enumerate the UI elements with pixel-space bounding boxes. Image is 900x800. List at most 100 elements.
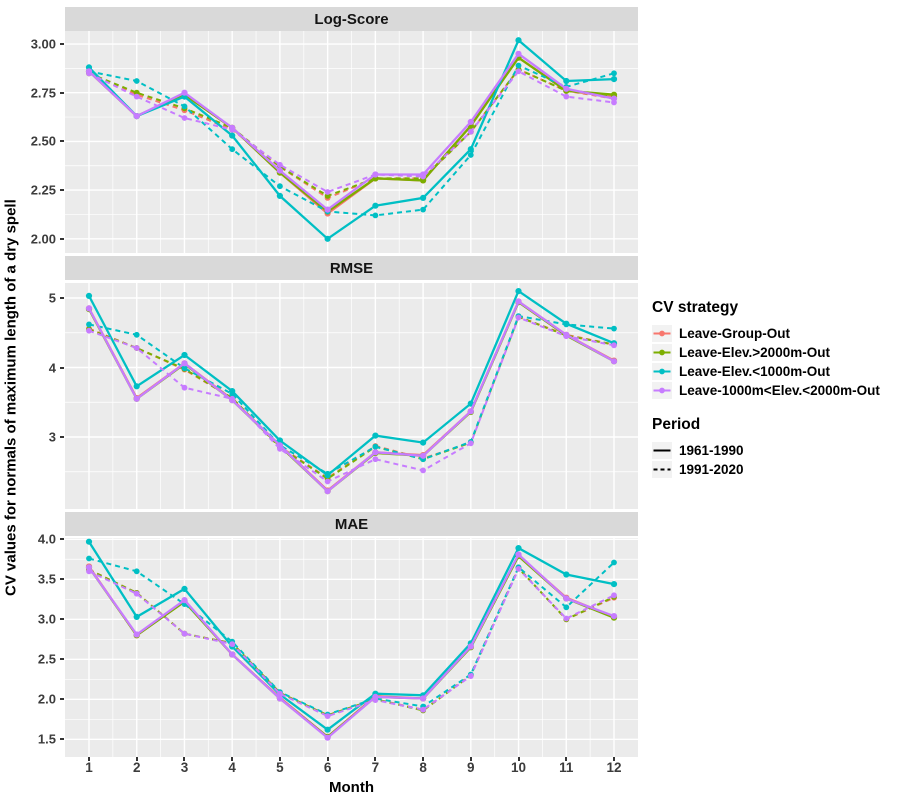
x-tick-mark bbox=[88, 757, 90, 761]
facet-strip-rmse: RMSE bbox=[65, 256, 638, 280]
data-point bbox=[276, 167, 283, 174]
data-point bbox=[515, 545, 522, 552]
x-tick-mark bbox=[326, 757, 329, 761]
data-point bbox=[515, 62, 522, 69]
data-point bbox=[515, 288, 522, 295]
facet-strip-log-score: Log-Score bbox=[65, 7, 638, 31]
legend-item-label: Leave-Elev.>2000m-Out bbox=[679, 345, 830, 360]
data-point bbox=[133, 78, 140, 84]
data-point bbox=[610, 581, 618, 588]
data-point bbox=[181, 597, 188, 604]
facet-panel-rmse bbox=[65, 283, 638, 509]
y-tick-mark bbox=[60, 366, 64, 369]
data-point bbox=[467, 118, 474, 125]
data-point bbox=[229, 132, 236, 139]
x-tick-label: 3 bbox=[180, 760, 189, 775]
x-tick-mark bbox=[183, 757, 186, 761]
y-tick-mark bbox=[60, 436, 64, 438]
x-tick-mark bbox=[517, 757, 520, 761]
data-point bbox=[563, 333, 570, 340]
data-point bbox=[420, 206, 426, 213]
y-tick-mark bbox=[60, 578, 64, 581]
series-line-Leave-1000m<Elev.<2000m-Out-1961-1990 bbox=[87, 299, 615, 493]
series-line-Leave-1000m<Elev.<2000m-Out-1991-2020 bbox=[88, 567, 615, 718]
legend-item-period-1961-1990: 1961-1990 bbox=[652, 441, 898, 460]
y-tick-mark bbox=[60, 658, 64, 661]
data-point bbox=[515, 298, 522, 305]
data-point bbox=[467, 643, 474, 650]
panel-plot-area bbox=[65, 538, 638, 757]
data-point bbox=[86, 568, 92, 575]
x-tick-mark bbox=[469, 757, 472, 761]
data-point bbox=[372, 456, 379, 463]
legend-key-line-solid bbox=[652, 442, 672, 459]
data-point bbox=[611, 325, 617, 332]
data-point bbox=[611, 99, 617, 106]
data-point bbox=[181, 351, 188, 359]
data-point bbox=[133, 93, 140, 100]
legend-key-swatch bbox=[652, 363, 672, 380]
data-point bbox=[563, 321, 570, 328]
x-axis-title: Month bbox=[329, 779, 374, 796]
data-point bbox=[277, 161, 283, 168]
data-point bbox=[515, 68, 522, 75]
data-point bbox=[420, 452, 427, 459]
data-point bbox=[420, 706, 426, 713]
data-point bbox=[611, 70, 617, 77]
data-point bbox=[181, 89, 188, 96]
data-point bbox=[324, 470, 331, 477]
data-point bbox=[611, 559, 617, 566]
data-point bbox=[563, 85, 570, 92]
legend-key-swatch bbox=[652, 382, 672, 399]
data-point bbox=[133, 345, 140, 351]
data-point bbox=[277, 445, 283, 452]
data-point bbox=[181, 630, 188, 637]
y-tick-label: 5 bbox=[48, 290, 56, 306]
y-tick-mark bbox=[60, 538, 64, 541]
data-point bbox=[324, 478, 331, 485]
data-point bbox=[563, 93, 570, 100]
x-tick-label: 2 bbox=[132, 760, 141, 775]
data-point bbox=[276, 437, 283, 444]
data-point bbox=[276, 192, 283, 199]
data-point bbox=[85, 538, 93, 545]
data-point bbox=[324, 734, 331, 741]
series-line-Leave-Elev.<1000m-Out-1961-1990 bbox=[88, 541, 615, 732]
data-point bbox=[563, 77, 570, 85]
y-tick-label: 2.50 bbox=[30, 133, 56, 149]
x-tick-label: 9 bbox=[467, 760, 475, 775]
data-point bbox=[229, 641, 236, 647]
y-tick-label: 3.0 bbox=[37, 611, 56, 627]
data-point bbox=[277, 183, 283, 190]
legend: CV strategy Leave-Group-Out Leave-Elev.>… bbox=[652, 299, 898, 479]
y-tick-mark bbox=[60, 140, 64, 143]
series-line-Leave-Elev.<1000m-Out-1991-2020 bbox=[88, 557, 615, 716]
facet-title: RMSE bbox=[329, 259, 374, 277]
x-tick-label: 7 bbox=[371, 760, 380, 775]
data-point bbox=[372, 443, 379, 450]
series-line-Leave-Elev.>2000m-Out-1991-2020 bbox=[88, 68, 615, 198]
y-tick-label: 2.75 bbox=[30, 85, 56, 101]
data-point bbox=[372, 432, 379, 439]
y-tick-mark bbox=[60, 43, 64, 46]
data-point bbox=[515, 314, 522, 321]
x-tick-mark bbox=[374, 757, 377, 761]
data-point bbox=[85, 292, 93, 299]
legend-item-leave-elev-gt2000-out: Leave-Elev.>2000m-Out bbox=[652, 343, 898, 362]
facet-panel-mae bbox=[65, 538, 638, 757]
panel-plot-area bbox=[65, 31, 638, 253]
data-point bbox=[324, 206, 331, 213]
x-tick-label: 8 bbox=[419, 760, 427, 775]
series-line-Leave-Elev.<1000m-Out-1961-1990 bbox=[87, 289, 615, 477]
data-point bbox=[86, 321, 92, 328]
data-point bbox=[420, 695, 427, 702]
data-point bbox=[324, 713, 331, 719]
legend-item-label: 1991-2020 bbox=[679, 462, 744, 477]
data-point bbox=[133, 395, 140, 402]
data-point bbox=[611, 592, 617, 599]
data-point bbox=[181, 365, 188, 372]
series-line-Leave-Elev.<1000m-Out-1991-2020 bbox=[88, 64, 615, 217]
data-point bbox=[86, 327, 92, 334]
data-point bbox=[133, 613, 140, 620]
